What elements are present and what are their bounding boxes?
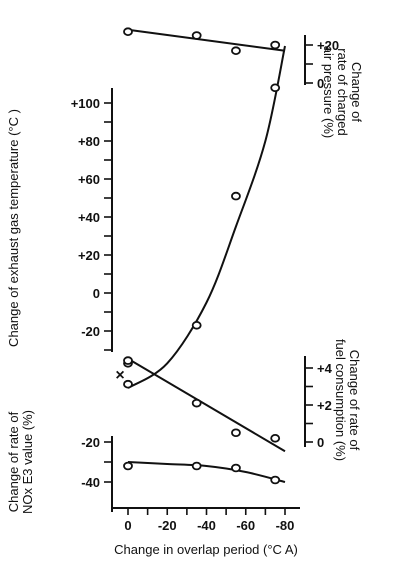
y-axis-title: Change of rate offuel consumption (%) bbox=[333, 339, 362, 461]
data-point bbox=[270, 475, 281, 485]
x-tick-label: -20 bbox=[158, 518, 177, 533]
y-tick-label: 0 bbox=[317, 76, 324, 91]
fit-line bbox=[127, 357, 286, 453]
y-axis-title-line: Change of exhaust gas temperature (°C ) bbox=[6, 109, 21, 347]
x-axis-title: Change in overlap period (°C A) bbox=[114, 542, 298, 557]
y-axis-title-line: Change of bbox=[349, 62, 364, 122]
y-axis-title-line: rate of charged bbox=[335, 48, 350, 135]
data-point bbox=[191, 398, 202, 408]
y-axis-title-line: Change of rate of bbox=[6, 411, 21, 512]
data-point bbox=[231, 191, 241, 201]
y-axis-title-line: air pressure (%) bbox=[321, 46, 336, 138]
y-tick-label: +20 bbox=[317, 38, 339, 53]
data-point bbox=[123, 27, 133, 37]
fit-line bbox=[127, 28, 286, 52]
x-tick-label: -40 bbox=[197, 518, 216, 533]
y-tick-label: +4 bbox=[317, 361, 333, 376]
y-tick-label: -20 bbox=[81, 435, 100, 450]
data-point bbox=[123, 379, 133, 389]
data-point bbox=[191, 31, 202, 40]
panel-fuel-consumption: +4 +2 0 Change of rate offuel consumption (… bbox=[123, 339, 362, 461]
x-tick-label: -60 bbox=[236, 518, 255, 533]
y-tick-label: +60 bbox=[78, 172, 100, 187]
y-tick-label: +2 bbox=[317, 398, 332, 413]
x-tick-label: 0 bbox=[124, 518, 131, 533]
y-axis-title-line: Change of rate of bbox=[347, 350, 362, 451]
y-axis-title: Change ofrate of chargedair pressure (%) bbox=[321, 46, 364, 138]
data-point bbox=[191, 461, 202, 471]
data-point bbox=[123, 356, 133, 365]
y-tick-label: +40 bbox=[78, 210, 100, 225]
panel-exhaust-gas-temperature: +100 +80 +60 +40 +20 0 -20 Change of exhaust ga… bbox=[6, 45, 286, 389]
y-axis-title-line: NOx E3 value (%) bbox=[20, 410, 35, 514]
panel-nox-e3: -20 -40 Change of rate ofNOx E3 value (%) bbox=[6, 410, 286, 514]
y-tick-label: +20 bbox=[78, 248, 100, 263]
panel-charged-air-pressure: +200 Change ofrate of chargedair pressure… bbox=[123, 27, 364, 138]
x-tick-label: -80 bbox=[276, 518, 295, 533]
data-point bbox=[270, 433, 281, 443]
y-axis-title-line: fuel consumption (%) bbox=[333, 339, 348, 461]
y-tick-label: +80 bbox=[78, 134, 100, 149]
y-axis-title: Change of rate ofNOx E3 value (%) bbox=[6, 410, 35, 514]
y-tick-label: 0 bbox=[317, 435, 324, 450]
y-tick-label: 0 bbox=[93, 286, 100, 301]
x-axis: 0 -20 -40 -60 -80 Change in overlap period (°… bbox=[112, 507, 300, 557]
data-point bbox=[231, 46, 241, 55]
y-axis-title: Change of exhaust gas temperature (°C ) bbox=[6, 109, 21, 347]
fit-line bbox=[127, 45, 286, 389]
data-point bbox=[270, 40, 281, 50]
fit-line bbox=[127, 461, 286, 483]
y-tick-label: +100 bbox=[71, 96, 100, 111]
data-point bbox=[191, 320, 202, 330]
y-tick-label: -40 bbox=[81, 475, 100, 490]
data-point bbox=[123, 461, 133, 471]
intersection-marker: × bbox=[115, 367, 124, 384]
data-point bbox=[231, 428, 241, 438]
y-tick-label: -20 bbox=[81, 324, 100, 339]
data-point bbox=[270, 83, 281, 93]
data-point bbox=[231, 463, 241, 473]
